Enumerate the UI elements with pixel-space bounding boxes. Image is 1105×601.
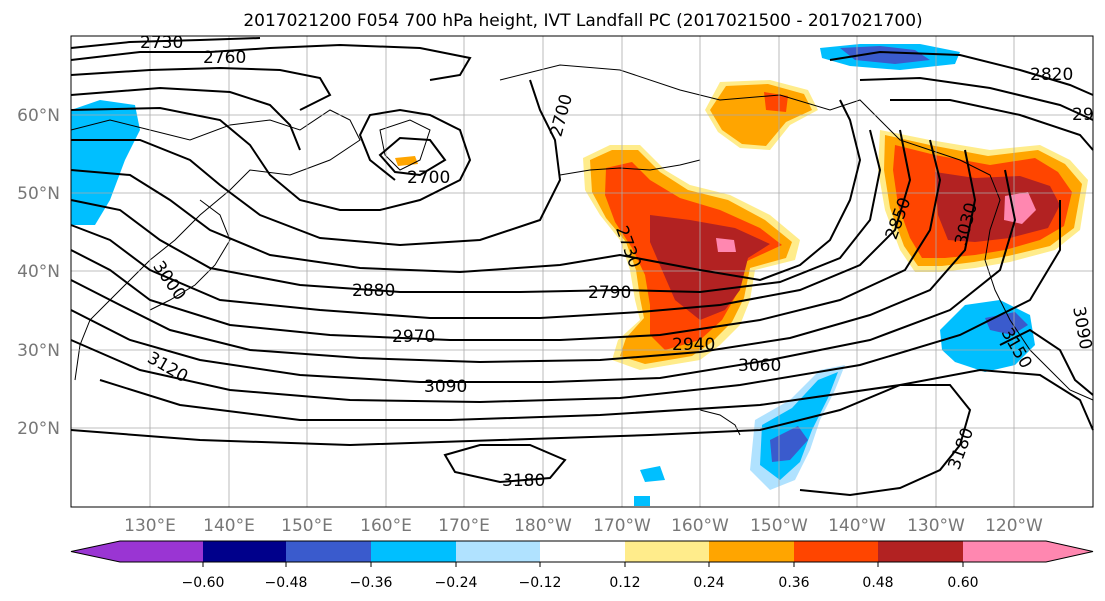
contour-line [890,99,1094,151]
ivt-negative-region-subtropical-dark [770,426,808,462]
colorbar-tick-label: −0.48 [265,575,308,591]
lat-tick-label: 20°N [17,419,60,439]
colorbar-tick-label: 0.12 [609,575,640,591]
latitude-ticks: 60°N 50°N 40°N 30°N 20°N [17,106,60,439]
contour-line [378,136,447,177]
lon-tick-label: 150°E [281,516,333,536]
lon-tick-label: 130°W [907,516,965,536]
colorbar-tick-label: 0.36 [778,575,809,591]
colorbar-cell [794,541,878,562]
figure-title: 2017021200 F054 700 hPa height, IVT Land… [243,11,922,31]
ivt-positive-region-pacific-darkred [650,215,770,320]
ivt-negative-region-small1 [640,466,665,482]
ivt-negative-region-westpacific [71,100,140,225]
lat-tick-label: 30°N [17,341,60,361]
lon-tick-label: 140°E [203,516,255,536]
lat-tick-label: 60°N [17,106,60,126]
coastline-asia [70,109,361,381]
contour-line [70,43,472,81]
colorbar-cell [625,541,709,562]
ivt-negative-region-small2 [634,496,650,506]
colorbar-tick-label: 0.48 [862,575,893,591]
colorbar-cell [286,541,371,562]
contour-line [70,139,942,341]
colorbar-tick-label: −0.60 [182,575,225,591]
lon-tick-label: 140°W [828,516,886,536]
contour-label: 2760 [203,48,246,68]
lon-tick-label: 170°E [438,516,490,536]
contour-line [70,129,882,294]
colorbar-cell [878,541,963,562]
coastline-japan [149,199,231,311]
colorbar-tick-label: −0.36 [350,575,393,591]
contour-label: 2820 [1030,65,1073,85]
contour-line [70,384,972,497]
colorbar-tick-label: −0.12 [519,575,562,591]
contour-label: 3060 [738,356,781,376]
contour-line [70,99,862,282]
contour-label: 2880 [352,281,395,301]
map-panel: 2730 2760 2700 2700 3000 2880 2970 3120 … [70,33,1095,508]
contour-line [70,200,1061,404]
contour-label: 2700 [407,168,450,188]
contour-line [70,149,977,364]
contour-line [443,444,567,484]
contour-label: 3180 [502,471,545,491]
contour-line [70,106,472,211]
contour-label: 2790 [588,283,631,303]
ivt-negative-region-bering-dark [840,46,930,64]
contour-line [99,368,1094,431]
ivt-positive-region-pacific-pink [716,238,736,252]
contour-line [70,86,301,151]
colorbar-tick-labels: −0.60 −0.48 −0.36 −0.24 −0.12 0.12 0.24 … [182,575,979,591]
contour-line [70,66,332,111]
lat-tick-label: 40°N [17,262,60,282]
colorbar-cell [709,541,794,562]
lon-tick-label: 180°W [514,516,572,536]
contour-label: 3090 [424,377,467,397]
colorbar-cell [371,541,456,562]
colorbar: −0.60 −0.48 −0.36 −0.24 −0.12 0.12 0.24 … [70,540,1094,591]
ivt-positive-region-alaska-red [764,92,788,112]
lon-tick-label: 130°E [124,516,176,536]
contour-line [70,129,912,319]
gridlines [71,36,1093,507]
contour-line [999,328,1094,396]
contour-line [859,76,1094,121]
colorbar-cell [203,541,286,562]
lon-tick-label: 170°W [593,516,651,536]
lat-tick-label: 50°N [17,184,60,204]
colorbar-extend-low [71,541,203,562]
coastline-kamchatka [379,119,431,171]
colorbar-cell [540,541,625,562]
lon-tick-label: 150°W [750,516,808,536]
colorbar-tick-label: −0.24 [435,575,478,591]
lon-tick-label: 120°W [985,516,1043,536]
colorbar-cell [456,541,540,562]
contour-line [71,79,562,247]
contour-line [70,169,1017,383]
lon-tick-label: 160°W [671,516,729,536]
colorbar-outline [70,540,1094,563]
coastline-aleutians [559,159,701,176]
height-contours [70,37,1094,497]
colorbar-tick-label: 0.24 [693,575,724,591]
longitude-ticks: 130°E 140°E 150°E 160°E 170°E 180°W 170°… [124,516,1043,536]
colorbar-tick-label: 0.60 [947,575,978,591]
contour-line [829,50,1094,96]
lon-tick-label: 160°E [360,516,412,536]
contour-label: 2970 [392,327,435,347]
colorbar-cells [70,540,1094,567]
contour-line [70,37,261,49]
contour-label: 2940 [672,335,715,355]
colorbar-extend-high [963,541,1093,562]
contour-label: 29 [1072,105,1094,125]
contour-label: 2730 [140,33,183,53]
coastline-hawaii [699,409,741,436]
